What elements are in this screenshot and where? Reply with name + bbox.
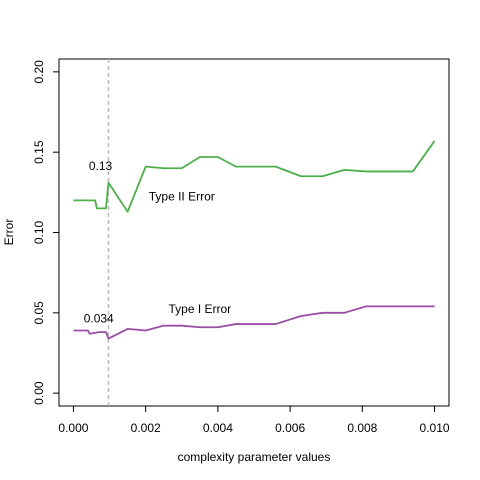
x-tick-label: 0.000: [58, 421, 88, 435]
y-axis-label: Error: [2, 219, 16, 246]
x-tick-label: 0.008: [347, 421, 377, 435]
chart-annotation: 0.034: [84, 311, 114, 325]
y-tick-label: 0.05: [32, 301, 46, 325]
chart-annotation: Type II Error: [149, 189, 215, 203]
chart-annotation: 0.13: [89, 159, 113, 173]
series-line-type-ii-error: [73, 140, 436, 213]
y-tick-label: 0.00: [32, 381, 46, 405]
y-tick-label: 0.10: [32, 220, 46, 244]
y-tick-label: 0.15: [32, 140, 46, 164]
x-axis-label: complexity parameter values: [178, 450, 331, 464]
y-tick-label: 0.20: [32, 60, 46, 84]
x-tick-label: 0.002: [131, 421, 161, 435]
x-tick-label: 0.004: [203, 421, 233, 435]
plot-frame: [58, 58, 450, 407]
series-line-type-i-error: [73, 305, 435, 340]
x-tick-label: 0.006: [275, 421, 305, 435]
chart-annotation: Type I Error: [168, 302, 231, 316]
x-tick-label: 0.010: [420, 421, 450, 435]
